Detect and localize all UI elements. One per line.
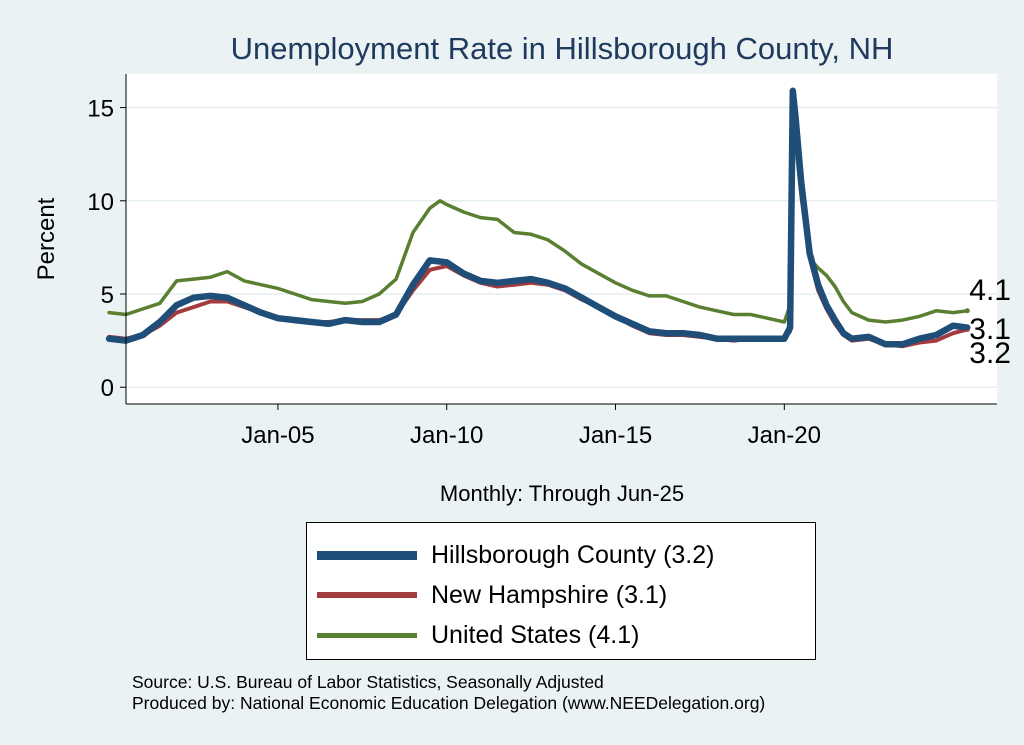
plot-area [126,74,997,404]
series-line [105,87,971,348]
series-end-marker [964,308,970,314]
x-tick-label: Jan-20 [748,422,821,449]
x-tick-label: Jan-05 [241,422,314,449]
source-line: Source: U.S. Bureau of Labor Statistics,… [132,672,604,692]
end-value-label: 3.1 [969,313,1011,346]
x-tick-label: Jan-10 [410,422,483,449]
legend-item-united-states: United States (4.1) [307,615,639,655]
chart-title: Unemployment Rate in Hillsborough County… [231,31,894,66]
y-tick-label: 10 [87,189,114,216]
producer-line: Produced by: National Economic Education… [132,693,766,713]
source-note: Source: U.S. Bureau of Labor Statistics,… [132,672,765,714]
legend-swatch-united-states [317,632,417,638]
end-value-label: 4.1 [969,274,1011,307]
series-end-marker [964,325,970,331]
y-axis-label: Percent [33,197,60,280]
legend-item-hillsborough: Hillsborough County (3.2) [307,535,714,575]
legend-label-united-states: United States (4.1) [431,620,640,649]
gridlines [126,106,997,388]
end-value-label: 3.2 [969,337,1011,370]
y-tick-label: 0 [101,375,114,402]
series-line [107,111,970,324]
x-axis-label: Monthly: Through Jun-25 [440,481,684,506]
legend-swatch-hillsborough [317,550,417,560]
legend-label-hillsborough: Hillsborough County (3.2) [431,540,715,569]
y-tick-label: 15 [87,96,114,123]
x-tick-label: Jan-15 [579,422,652,449]
end-labels: 4.1 3.13.2 [964,274,1011,370]
legend-item-new-hampshire: New Hampshire (3.1) [307,575,667,615]
x-ticks: Jan-05 Jan-10 Jan-15 Jan-20 [241,404,821,449]
legend-swatch-new-hampshire [317,592,417,598]
y-tick-label: 5 [101,282,114,309]
legend-label-new-hampshire: New Hampshire (3.1) [431,580,668,609]
y-ticks: 0 5 10 15 [87,96,126,402]
legend: Hillsborough County (3.2) New Hampshire … [306,522,816,660]
series-layer [105,87,971,349]
